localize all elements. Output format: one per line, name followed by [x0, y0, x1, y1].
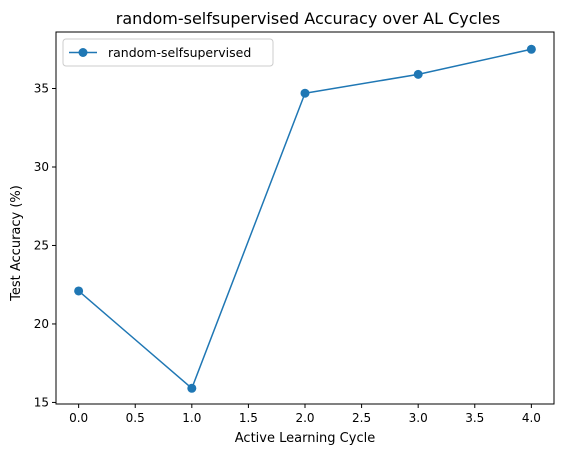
x-axis-label: Active Learning Cycle: [235, 431, 375, 446]
x-tick-label: 3.0: [409, 411, 428, 425]
data-point: [187, 383, 197, 393]
legend-box: [62, 38, 274, 67]
legend-marker-swatch: [78, 48, 88, 57]
series-layer: [74, 44, 536, 393]
data-point: [526, 44, 536, 54]
x-tick-label: 1.0: [182, 411, 201, 425]
x-tick-label: 2.5: [352, 411, 371, 425]
x-tick-label: 4.0: [522, 411, 541, 425]
plot-area-frame: [55, 31, 555, 405]
x-tick-label: 0.5: [126, 411, 145, 425]
legend: random-selfsupervised: [62, 38, 274, 67]
x-tick-label: 1.5: [239, 411, 258, 425]
data-point: [74, 286, 84, 296]
data-point: [413, 69, 423, 79]
chart-title: random-selfsupervised Accuracy over AL C…: [116, 9, 500, 28]
legend-label: random-selfsupervised: [108, 45, 251, 60]
y-tick-label: 25: [34, 238, 49, 252]
x-axis-ticks: 0.0 0.5 1.0 1.5 2.0 2.5 3.0 3.5 4.0: [69, 404, 541, 425]
y-axis-label: Test Accuracy (%): [9, 185, 24, 302]
y-tick-label: 35: [34, 82, 49, 96]
y-tick-label: 20: [34, 317, 49, 331]
series-line: [78, 48, 532, 390]
x-tick-label: 0.0: [69, 411, 88, 425]
y-tick-label: 15: [34, 395, 49, 409]
data-point: [300, 88, 310, 98]
x-tick-label: 2.0: [295, 411, 314, 425]
y-tick-label: 30: [34, 160, 49, 174]
y-axis-ticks: 15 20 25 30 35: [34, 82, 56, 409]
x-tick-label: 3.5: [465, 411, 484, 425]
